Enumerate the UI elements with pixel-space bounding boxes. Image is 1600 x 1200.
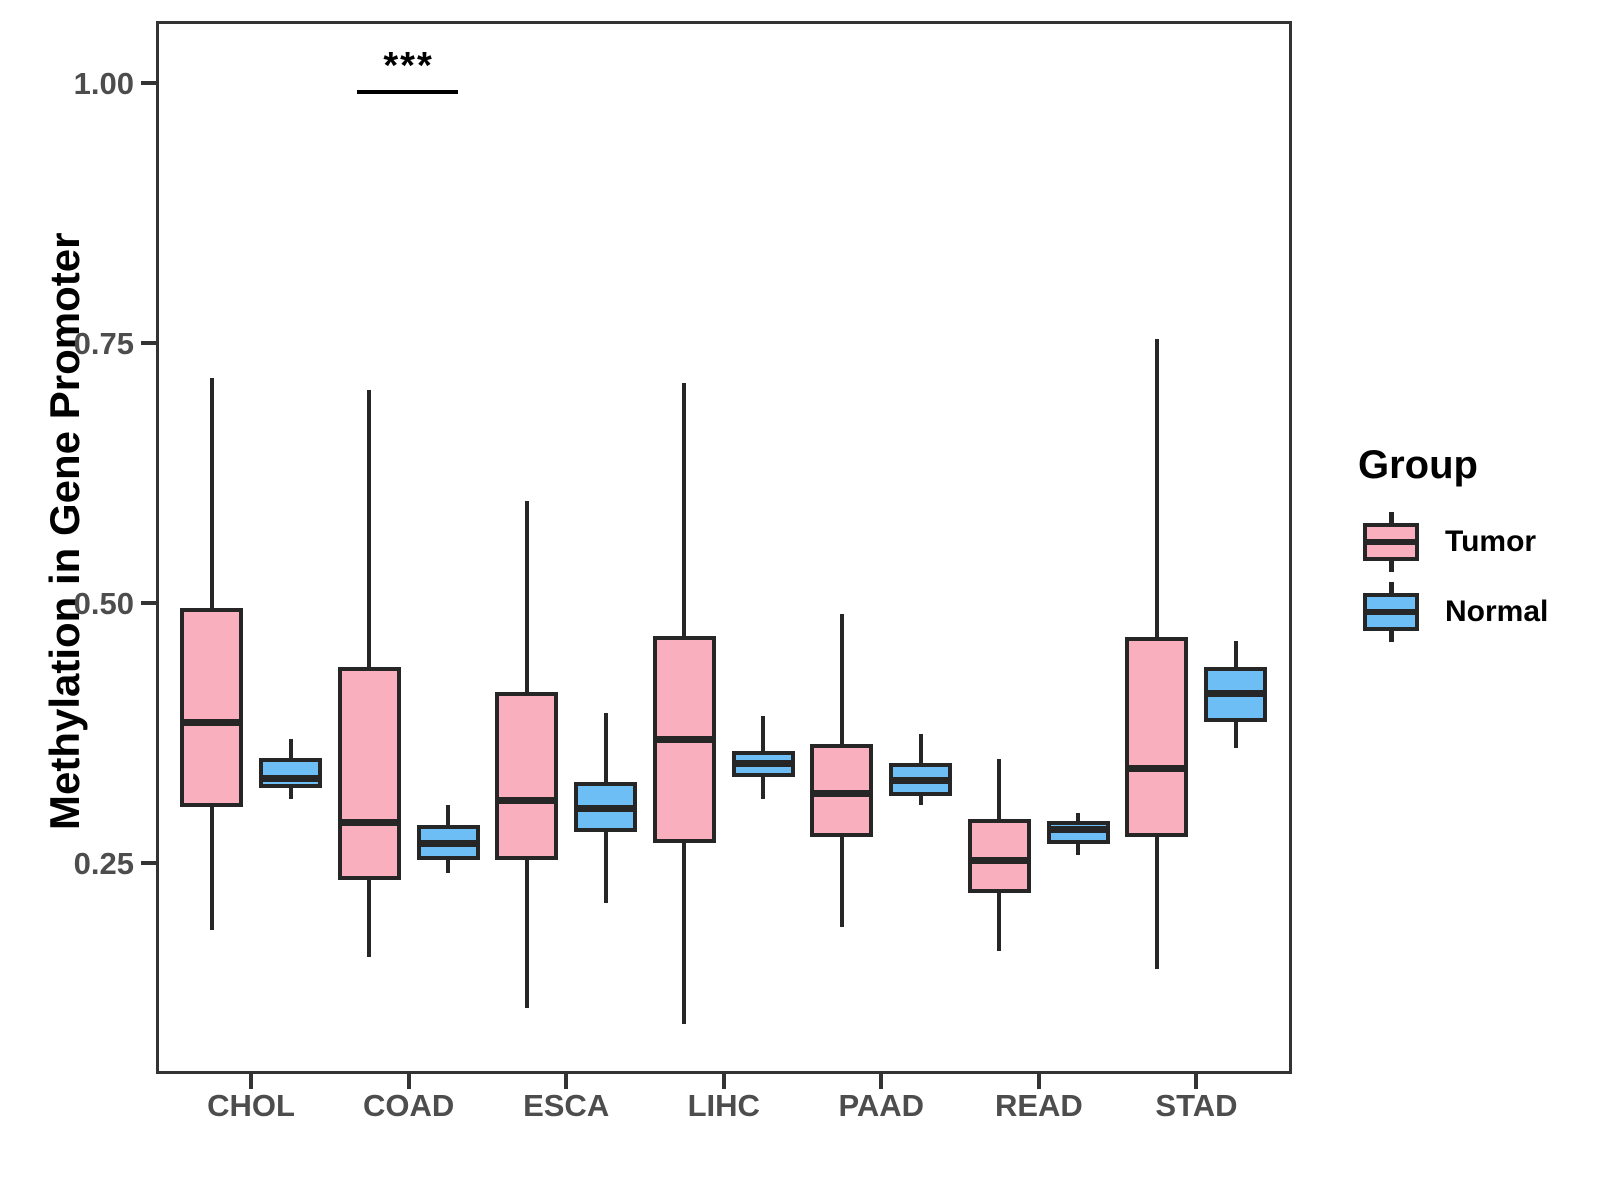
boxplot-median-PAAD-Normal <box>893 776 949 784</box>
legend-key-median <box>1367 609 1415 615</box>
boxplot-median-ESCA-Tumor <box>499 796 555 804</box>
y-axis-tick <box>141 81 156 85</box>
boxplot-median-STAD-Normal <box>1208 690 1264 698</box>
x-axis-tick <box>1036 1074 1041 1089</box>
legend-label-normal: Normal <box>1445 595 1549 628</box>
boxplot-median-STAD-Tumor <box>1129 765 1185 773</box>
boxplot-median-LIHC-Normal <box>735 760 791 768</box>
legend-key-normal-icon <box>1363 582 1419 642</box>
boxplot-median-LIHC-Tumor <box>656 736 712 744</box>
x-axis-category-label: PAAD <box>838 1088 925 1123</box>
boxplot-median-PAAD-Tumor <box>814 790 870 798</box>
significance-bracket-line <box>357 90 459 94</box>
boxplot-box-READ-Tumor <box>967 819 1031 894</box>
x-axis-tick <box>564 1074 569 1089</box>
y-axis-tick-label: 1.00 <box>73 66 134 101</box>
legend-title: Group <box>1358 443 1478 487</box>
y-axis-tick-label: 0.75 <box>73 326 134 361</box>
x-axis-category-label: CHOL <box>207 1088 295 1123</box>
x-axis-category-label: STAD <box>1155 1088 1238 1123</box>
y-axis-tick <box>141 861 156 865</box>
x-axis-category-label: LIHC <box>687 1088 760 1123</box>
x-axis-tick <box>249 1074 253 1089</box>
x-axis-tick <box>879 1074 884 1089</box>
boxplot-box-COAD-Tumor <box>337 667 401 880</box>
y-axis-tick <box>141 601 156 605</box>
boxplot-box-STAD-Tumor <box>1125 637 1189 837</box>
legend-key-median <box>1367 539 1415 545</box>
boxplot-median-READ-Normal <box>1050 825 1106 833</box>
significance-stars: *** <box>383 45 434 87</box>
boxplot-median-READ-Tumor <box>971 856 1027 864</box>
boxplot-median-COAD-Tumor <box>341 819 397 827</box>
boxplot-median-CHOL-Tumor <box>184 718 239 726</box>
boxplot-box-CHOL-Normal <box>259 757 322 789</box>
x-axis-tick <box>1194 1074 1199 1089</box>
boxplot-box-CHOL-Tumor <box>180 608 243 807</box>
boxplot-median-CHOL-Normal <box>263 774 318 782</box>
y-axis-tick <box>141 341 156 345</box>
x-axis-category-label: COAD <box>362 1088 455 1123</box>
y-axis-tick-label: 0.25 <box>73 846 134 881</box>
x-axis-tick <box>721 1074 726 1089</box>
x-axis-tick <box>406 1074 411 1089</box>
x-axis-category-label: ESCA <box>523 1088 610 1123</box>
legend-key-tumor-icon <box>1363 512 1419 572</box>
boxplot-box-ESCA-Tumor <box>495 692 559 860</box>
plot-panel <box>156 21 1292 1074</box>
legend-label-tumor: Tumor <box>1445 525 1537 558</box>
boxplot-median-COAD-Normal <box>420 840 476 848</box>
y-axis-tick-label: 0.50 <box>73 586 134 621</box>
x-axis-category-label: READ <box>994 1088 1083 1123</box>
boxplot-median-ESCA-Normal <box>578 804 634 812</box>
